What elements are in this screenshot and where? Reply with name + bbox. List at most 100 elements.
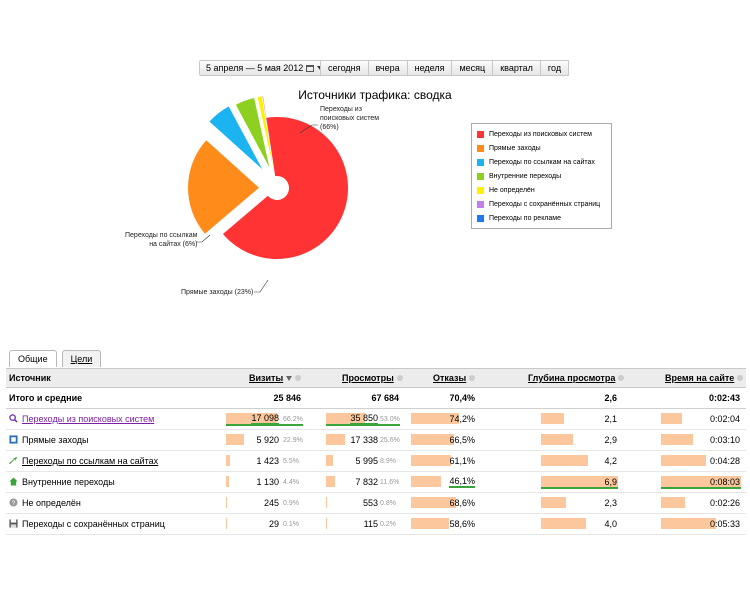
time-value: 0:02:26 bbox=[709, 498, 740, 508]
pie-slice[interactable] bbox=[262, 96, 274, 167]
bounces-value: 74,2% bbox=[449, 414, 475, 424]
bounces-bar bbox=[411, 434, 476, 445]
chart-title: Источники трафика: сводка bbox=[298, 88, 452, 102]
time-value: 0:02:04 bbox=[709, 414, 740, 424]
calendar-icon bbox=[306, 64, 315, 72]
legend-swatch bbox=[477, 158, 484, 166]
column-depth-header[interactable]: Глубина просмотра bbox=[528, 369, 625, 387]
visits-bar bbox=[226, 476, 303, 487]
period-year-button[interactable]: год bbox=[539, 60, 570, 76]
help-icon[interactable] bbox=[618, 375, 625, 381]
depth-bar bbox=[541, 476, 618, 489]
source-label[interactable]: Переходы по ссылкам на сайтах bbox=[22, 456, 159, 466]
sort-desc-icon bbox=[286, 375, 293, 381]
legend-swatch bbox=[477, 130, 484, 138]
legend-item[interactable]: Внутренние переходы bbox=[472, 169, 611, 183]
visits-percent: 66.2% bbox=[283, 415, 303, 423]
views-percent: 11.6% bbox=[380, 478, 400, 486]
pie-slice[interactable] bbox=[235, 98, 270, 168]
visits-value: 17 098 bbox=[251, 413, 279, 425]
table-total-row: Итого и средние 25 846 67 684 70,4% 2,6 … bbox=[6, 388, 746, 409]
bounces-value: 46,1% bbox=[449, 476, 475, 488]
period-yesterday-button[interactable]: вчера bbox=[367, 60, 408, 76]
bounces-bar bbox=[411, 497, 476, 508]
views-bar bbox=[326, 518, 400, 529]
tab-goals[interactable]: Цели bbox=[61, 350, 102, 367]
total-time: 0:02:43 bbox=[708, 393, 740, 403]
help-icon[interactable] bbox=[469, 375, 476, 381]
views-value: 7 832 bbox=[355, 477, 378, 487]
pie-slice[interactable] bbox=[188, 140, 260, 234]
views-bar bbox=[326, 497, 400, 508]
search-icon bbox=[9, 413, 18, 425]
depth-value: 2,3 bbox=[604, 498, 617, 508]
views-percent: 53.0% bbox=[380, 415, 400, 423]
source-cell: Переходы с сохранённых страниц bbox=[9, 514, 165, 534]
time-bar bbox=[661, 434, 741, 445]
column-views-header[interactable]: Просмотры bbox=[342, 369, 403, 387]
pie-slice[interactable] bbox=[209, 106, 263, 170]
source-label: Внутренние переходы bbox=[22, 477, 115, 487]
table-row: Прямые заходы 5 920 22.9% 17 338 25.6% 66,5% 2… bbox=[6, 430, 746, 451]
save-icon bbox=[9, 518, 18, 530]
depth-bar bbox=[541, 497, 618, 508]
time-value: 0:08:03 bbox=[709, 477, 740, 487]
pie-slice[interactable] bbox=[222, 117, 348, 260]
visits-value: 1 423 bbox=[256, 456, 279, 466]
bounces-bar bbox=[411, 455, 476, 466]
visits-percent: 0.1% bbox=[283, 520, 299, 528]
unknown-icon: ? bbox=[9, 497, 18, 509]
table-row: Переходы с сохранённых страниц 29 0.1% 115 0… bbox=[6, 514, 746, 535]
legend-item[interactable]: Прямые заходы bbox=[472, 141, 611, 155]
depth-bar bbox=[541, 434, 618, 445]
bounces-value: 61,1% bbox=[449, 456, 475, 466]
column-visits-header[interactable]: Визиты bbox=[249, 369, 302, 387]
time-value: 0:04:28 bbox=[709, 456, 740, 466]
depth-value: 4,0 bbox=[604, 519, 617, 529]
total-label: Итого и средние bbox=[9, 393, 83, 403]
legend-item[interactable]: Не определён bbox=[472, 183, 611, 197]
pie-label-links: Переходы по ссылкам на сайтах (6%) bbox=[125, 232, 198, 248]
time-bar bbox=[661, 476, 741, 489]
legend-swatch bbox=[477, 214, 484, 222]
total-depth: 2,6 bbox=[604, 393, 617, 403]
visits-percent: 5.5% bbox=[283, 457, 299, 465]
time-bar bbox=[661, 497, 741, 508]
visits-value: 5 920 bbox=[256, 435, 279, 445]
column-time-header[interactable]: Время на сайте bbox=[665, 369, 744, 387]
pie-slice[interactable] bbox=[257, 96, 273, 167]
bounces-bar bbox=[411, 476, 476, 487]
period-month-button[interactable]: месяц bbox=[451, 60, 494, 76]
date-range-label: 5 апреля — 5 мая 2012 bbox=[206, 63, 304, 73]
period-quarter-button[interactable]: квартал bbox=[492, 60, 541, 76]
time-bar bbox=[661, 455, 741, 466]
legend-swatch bbox=[477, 144, 484, 152]
column-source-header: Источник bbox=[9, 373, 51, 383]
time-value: 0:03:10 bbox=[709, 435, 740, 445]
views-value: 115 bbox=[363, 519, 378, 529]
legend-item[interactable]: Переходы из поисковых систем bbox=[472, 127, 611, 141]
help-icon[interactable] bbox=[396, 375, 403, 381]
source-cell: Прямые заходы bbox=[9, 430, 88, 450]
views-value: 5 995 bbox=[355, 456, 378, 466]
legend-item[interactable]: Переходы с сохранённых страниц bbox=[472, 197, 611, 211]
period-today-button[interactable]: сегодня bbox=[320, 60, 369, 76]
views-bar bbox=[326, 455, 400, 466]
views-value: 553 bbox=[362, 498, 378, 508]
source-cell: Переходы из поисковых систем bbox=[9, 409, 154, 429]
table-header: Источник Визиты Просмотры Отказы Глубина… bbox=[6, 368, 746, 388]
help-icon[interactable] bbox=[737, 375, 744, 381]
legend-item[interactable]: Переходы по ссылкам на сайтах bbox=[472, 155, 611, 169]
help-icon[interactable] bbox=[295, 375, 302, 381]
legend-item[interactable]: Переходы по рекламе bbox=[472, 211, 611, 225]
source-label: Переходы с сохранённых страниц bbox=[22, 519, 165, 529]
source-link[interactable]: Переходы из поисковых систем bbox=[22, 414, 155, 424]
chart-legend: Переходы из поисковых систем Прямые захо… bbox=[471, 123, 612, 229]
legend-swatch bbox=[477, 172, 484, 180]
column-bounces-header[interactable]: Отказы bbox=[433, 369, 476, 387]
leader-line-direct bbox=[254, 279, 269, 293]
time-bar bbox=[661, 413, 741, 424]
views-percent: 0.2% bbox=[380, 520, 396, 528]
depth-bar bbox=[541, 455, 618, 466]
tab-general[interactable]: Общие bbox=[9, 350, 57, 367]
